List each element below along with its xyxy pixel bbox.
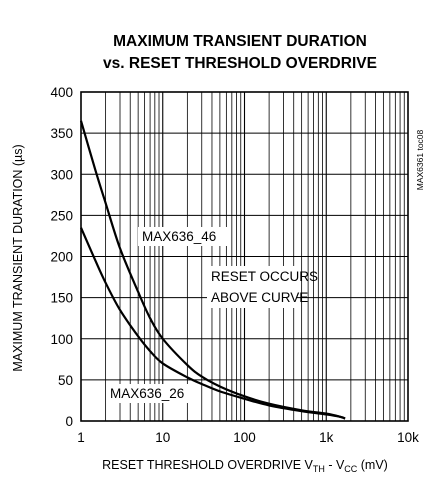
x-tick-label: 10k <box>397 430 419 445</box>
y-tick-label: 250 <box>50 208 73 223</box>
x-axis-label-minus-v: - V <box>325 458 345 472</box>
series-line-max636-26 <box>79 227 346 420</box>
x-axis-label-unit: (mV) <box>357 458 388 472</box>
label-max636-46: MAX636_46 <box>142 229 216 244</box>
label-max636-26: MAX636_26 <box>110 386 184 401</box>
reset-occurs-line1: RESET OCCURS <box>211 269 318 284</box>
x-tick-label: 1k <box>319 430 334 445</box>
chart-title-line1: MAXIMUM TRANSIENT DURATION <box>113 33 367 50</box>
x-tick-label: 1 <box>77 430 85 445</box>
x-axis-label: RESET THRESHOLD OVERDRIVE VTH - VCC (mV) <box>102 458 388 474</box>
y-tick-label: 300 <box>50 167 73 182</box>
chart-title-line2: vs. RESET THRESHOLD OVERDRIVE <box>103 55 377 72</box>
reset-occurs-line2: ABOVE CURVE <box>211 290 308 305</box>
x-tick-labels: 1 10 100 1k 10k <box>77 430 419 445</box>
x-axis-label-sub-th: TH <box>313 464 325 474</box>
grid <box>81 92 408 421</box>
x-axis-label-sub-cc: CC <box>344 464 357 474</box>
y-tick-label: 400 <box>50 85 73 100</box>
x-axis-label-main: RESET THRESHOLD OVERDRIVE V <box>102 458 313 472</box>
y-axis-label: MAXIMUM TRANSIENT DURATION (µs) <box>11 144 25 371</box>
reset-box <box>207 266 297 308</box>
x-tick-label: 100 <box>233 430 256 445</box>
y-tick-label: 200 <box>50 250 73 265</box>
side-label: MAX6361 toc08 <box>415 129 425 190</box>
y-tick-label: 50 <box>58 373 73 388</box>
label-26-box <box>106 384 196 403</box>
y-tick-label: 0 <box>65 414 73 429</box>
y-tick-label: 100 <box>50 332 73 347</box>
series-lines <box>79 120 346 420</box>
x-tick-label: 10 <box>155 430 170 445</box>
y-tick-labels: 0 50 100 150 200 250 300 350 400 <box>50 85 73 429</box>
y-tick-label: 350 <box>50 126 73 141</box>
y-tick-label: 150 <box>50 291 73 306</box>
label-46-box <box>138 227 228 246</box>
plot-frame <box>80 91 409 422</box>
